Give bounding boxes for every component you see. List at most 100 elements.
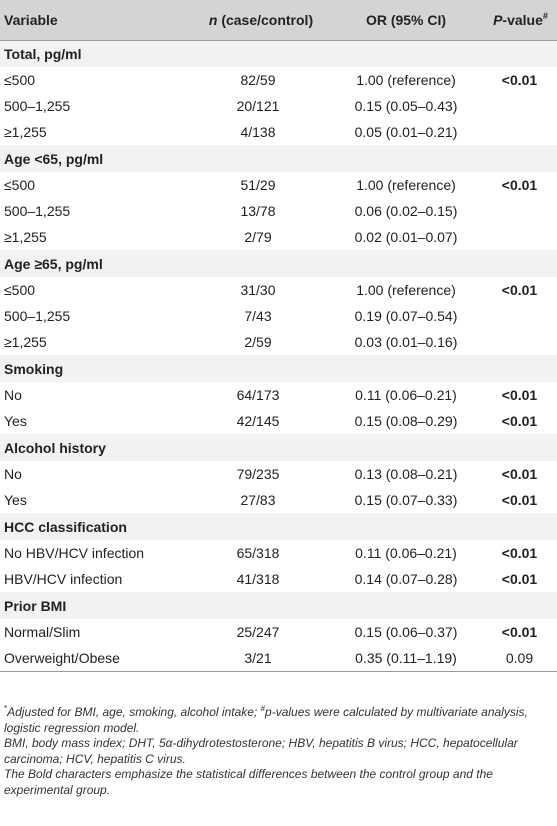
- section-label: Age ≥65, pg/ml: [4, 255, 103, 272]
- table-row: 500–1,255 20/121 0.15 (0.05–0.43): [0, 93, 557, 119]
- footnote-abbreviations: BMI, body mass index; DHT, 5α-dihydrotes…: [4, 736, 518, 766]
- table-row: Yes 42/145 0.15 (0.08–0.29) <0.01: [0, 408, 557, 434]
- section-label: Age <65, pg/ml: [4, 150, 104, 167]
- cell-odds-ratio: 0.14 (0.07–0.28): [354, 571, 458, 587]
- cell-p-value: <0.01: [501, 72, 538, 88]
- cell-case-control: 3/21: [186, 645, 330, 672]
- cell-case-control: 65/318: [236, 545, 280, 561]
- header-p-label: -value: [502, 11, 543, 28]
- cell-p-value: <0.01: [501, 466, 538, 482]
- table-header-row: Variable n (case/control) OR (95% CI) P-…: [0, 0, 557, 41]
- cell-case-control: 20/121: [236, 98, 280, 114]
- footnote-pvalue-text: p-values were calculated by multivariate…: [4, 705, 528, 735]
- table-row: No 79/235 0.13 (0.08–0.21) <0.01: [0, 461, 557, 487]
- section-row: Total, pg/ml: [0, 40, 557, 67]
- cell-variable: 500–1,255: [4, 203, 71, 219]
- cell-odds-ratio: 0.05 (0.01–0.21): [354, 124, 458, 140]
- cell-variable: 500–1,255: [4, 308, 71, 324]
- cell-odds-ratio: 0.06 (0.02–0.15): [354, 203, 458, 219]
- table-row: Yes 27/83 0.15 (0.07–0.33) <0.01: [0, 487, 557, 513]
- cell-case-control: 2/79: [244, 229, 272, 245]
- cell-odds-ratio: 0.15 (0.08–0.29): [354, 413, 458, 429]
- cell-variable: ≤500: [4, 177, 36, 193]
- cell-case-control: 42/145: [236, 413, 280, 429]
- cell-case-control: 82/59: [240, 72, 276, 88]
- header-n: n (case/control): [186, 0, 330, 41]
- table-row: Overweight/Obese 3/21 0.35 (0.11–1.19) 0.09: [0, 645, 557, 672]
- section-row: Alcohol history: [0, 434, 557, 461]
- cell-p-value: <0.01: [501, 545, 538, 561]
- table-row: Normal/Slim 25/247 0.15 (0.06–0.37) <0.01: [0, 619, 557, 645]
- table-row: ≥1,255 2/59 0.03 (0.01–0.16): [0, 329, 557, 355]
- section-label: HCC classification: [4, 518, 127, 535]
- footnote-adjusted-text: Adjusted for BMI, age, smoking, alcohol …: [7, 705, 261, 719]
- cell-case-control: 51/29: [240, 177, 276, 193]
- cell-case-control: 64/173: [236, 387, 280, 403]
- table-footnotes: *Adjusted for BMI, age, smoking, alcohol…: [4, 705, 552, 798]
- cell-case-control: 7/43: [244, 308, 272, 324]
- table-row: No 64/173 0.11 (0.06–0.21) <0.01: [0, 382, 557, 408]
- cell-p-value: [482, 303, 557, 329]
- cell-variable: No: [4, 466, 22, 482]
- footnote-asterisk: *: [4, 704, 8, 713]
- cell-variable: Yes: [4, 413, 27, 429]
- table-row: ≤500 31/30 1.00 (reference) <0.01: [0, 277, 557, 303]
- cell-variable: Yes: [4, 492, 27, 508]
- cell-odds-ratio: 0.11 (0.06–0.21): [355, 545, 457, 561]
- cell-variable: ≥1,255: [4, 124, 47, 140]
- header-n-label: (case/control): [221, 11, 314, 28]
- cell-p-value: <0.01: [501, 492, 538, 508]
- cell-odds-ratio: 0.03 (0.01–0.16): [354, 334, 458, 350]
- cell-variable: No: [4, 387, 22, 403]
- header-n-symbol: n: [208, 11, 218, 28]
- cell-case-control: 79/235: [236, 466, 280, 482]
- table-body: Total, pg/ml ≤500 82/59 1.00 (reference) <0.…: [0, 40, 557, 672]
- cell-case-control: 41/318: [236, 571, 280, 587]
- cell-odds-ratio: 0.19 (0.07–0.54): [354, 308, 458, 324]
- cell-case-control: 25/247: [236, 624, 280, 640]
- cell-odds-ratio: 0.15 (0.05–0.43): [354, 98, 458, 114]
- section-row: Age <65, pg/ml: [0, 145, 557, 172]
- section-row: Smoking: [0, 355, 557, 382]
- cell-odds-ratio: 0.13 (0.08–0.21): [354, 466, 458, 482]
- footnote-adjusted: *Adjusted for BMI, age, smoking, alcohol…: [4, 705, 552, 736]
- cell-p-value: <0.01: [501, 282, 538, 298]
- cell-case-control: 4/138: [240, 124, 276, 140]
- cell-variable: No HBV/HCV infection: [4, 545, 145, 561]
- table-row: HBV/HCV infection 41/318 0.14 (0.07–0.28) <…: [0, 566, 557, 592]
- cell-odds-ratio: 0.15 (0.06–0.37): [354, 624, 458, 640]
- cell-odds-ratio: 0.35 (0.11–1.19): [330, 645, 482, 672]
- table-row: ≥1,255 2/79 0.02 (0.01–0.07): [0, 224, 557, 250]
- cell-p-value: [482, 198, 557, 224]
- table-row: 500–1,255 7/43 0.19 (0.07–0.54): [0, 303, 557, 329]
- footnote-bold-note: The Bold characters emphasize the statis…: [4, 767, 493, 797]
- cell-variable: ≤500: [4, 72, 36, 88]
- header-p-value: P-value#: [482, 0, 557, 41]
- section-row: Prior BMI: [0, 592, 557, 619]
- cell-variable: Overweight/Obese: [0, 645, 186, 672]
- cell-case-control: 2/59: [244, 334, 272, 350]
- cell-variable: ≥1,255: [4, 229, 47, 245]
- cell-p-value: [482, 119, 557, 145]
- table-row: 500–1,255 13/78 0.06 (0.02–0.15): [0, 198, 557, 224]
- cell-variable: Normal/Slim: [4, 624, 81, 640]
- cell-case-control: 27/83: [240, 492, 276, 508]
- cell-p-value: [482, 329, 557, 355]
- cell-odds-ratio: 0.11 (0.06–0.21): [355, 387, 457, 403]
- table-row: No HBV/HCV infection 65/318 0.11 (0.06–0.2…: [0, 540, 557, 566]
- section-row: Age ≥65, pg/ml: [0, 250, 557, 277]
- section-label: Smoking: [4, 360, 64, 377]
- cell-variable: ≥1,255: [4, 334, 47, 350]
- header-p-symbol: P: [493, 11, 503, 28]
- cell-odds-ratio: 0.15 (0.07–0.33): [354, 492, 458, 508]
- header-p-sup: #: [542, 10, 548, 21]
- section-label: Total, pg/ml: [4, 45, 82, 62]
- cell-p-value: <0.01: [501, 624, 538, 640]
- results-table: Variable n (case/control) OR (95% CI) P-…: [0, 0, 557, 672]
- table-row: ≤500 51/29 1.00 (reference) <0.01: [0, 172, 557, 198]
- cell-odds-ratio: 1.00 (reference): [356, 282, 456, 298]
- cell-case-control: 31/30: [240, 282, 276, 298]
- cell-odds-ratio: 1.00 (reference): [356, 177, 456, 193]
- section-row: HCC classification: [0, 513, 557, 540]
